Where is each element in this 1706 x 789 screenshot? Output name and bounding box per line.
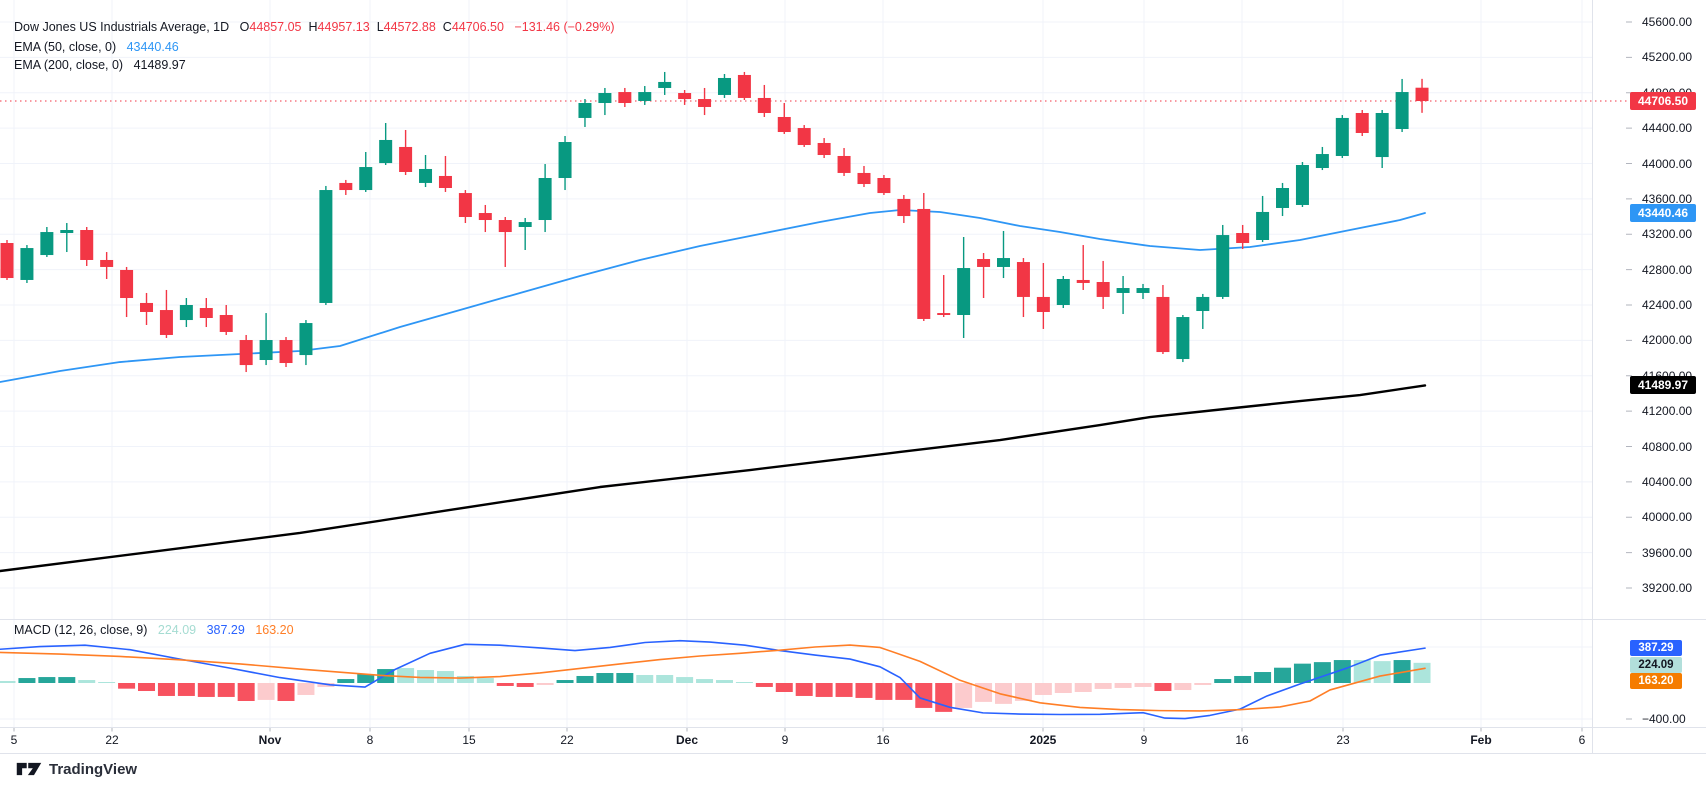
price-axis-label: 41200.00 <box>1642 404 1693 419</box>
ohlc-key: H <box>308 20 318 34</box>
last-price-tag: 44706.50 <box>1630 92 1696 111</box>
price-axis-label: 42000.00 <box>1642 333 1693 348</box>
price-axis-label: 39600.00 <box>1642 545 1693 560</box>
ohlc-key: O <box>239 20 250 34</box>
time-axis-label: Feb <box>1470 733 1492 747</box>
macd-signal-value: 163.20 <box>255 623 294 637</box>
price-axis-label: 42400.00 <box>1642 298 1693 312</box>
ema50-legend-row[interactable]: EMA (50, close, 0) 43440.46 <box>14 40 179 54</box>
time-axis-label: 22 <box>560 733 574 747</box>
time-axis-label: 8 <box>366 733 374 747</box>
ema200-value: 41489.97 <box>133 58 186 72</box>
ohlc-key: L <box>376 20 384 34</box>
ema200-legend-row[interactable]: EMA (200, close, 0) 41489.97 <box>14 58 186 72</box>
ohlc-value: 44957.13 <box>317 20 370 34</box>
symbol-legend-row[interactable]: Dow Jones US Industrials Average, 1D O44… <box>14 20 615 34</box>
time-axis-label: Nov <box>258 733 282 747</box>
ohlc-values: O44857.05 H44957.13 L44572.88 C44706.50 <box>240 20 511 34</box>
macd-signal-tag: 163.20 <box>1630 673 1682 690</box>
price-axis-label: 45600.00 <box>1642 15 1693 29</box>
ema200-label: EMA (200, close, 0) <box>14 58 124 72</box>
time-axis-label: 5 <box>10 733 18 747</box>
tradingview-logo[interactable]: TradingView <box>16 760 137 778</box>
price-axis-label: 42800.00 <box>1642 262 1693 277</box>
macd-legend-row[interactable]: MACD (12, 26, close, 9) 224.09 387.29 16… <box>14 623 294 637</box>
price-axis-label: 40800.00 <box>1642 439 1693 454</box>
ohlc-value: 44857.05 <box>249 20 302 34</box>
price-axis-label: 44400.00 <box>1642 121 1693 136</box>
change-value: −131.46 (−0.29%) <box>514 20 615 34</box>
price-axis-label: 40400.00 <box>1642 474 1693 489</box>
time-axis-label: 23 <box>1336 733 1350 747</box>
macd-hist-value: 224.09 <box>157 623 197 637</box>
time-axis-label: 16 <box>876 733 890 747</box>
price-axis-label: 44000.00 <box>1642 156 1693 171</box>
price-axis-label: 43600.00 <box>1642 191 1693 206</box>
tradingview-wordmark: TradingView <box>49 760 138 778</box>
symbol-title[interactable]: Dow Jones US Industrials Average, 1D <box>14 20 230 34</box>
time-axis-label: 6 <box>1578 733 1586 747</box>
time-axis-label: 9 <box>781 733 789 747</box>
macd-label: MACD (12, 26, close, 9) <box>14 623 148 637</box>
macd-line-tag: 387.29 <box>1630 640 1682 657</box>
price-axis-label: 45200.00 <box>1642 50 1693 65</box>
macd-hist-tag: 224.09 <box>1630 656 1682 673</box>
ema50-price-tag: 43440.46 <box>1630 203 1696 222</box>
macd-line-value: 387.29 <box>206 623 245 637</box>
time-axis-label: 22 <box>105 733 119 747</box>
price-axis-label: 40000.00 <box>1642 510 1693 525</box>
ema50-value: 43440.46 <box>126 40 179 54</box>
ohlc-value: 44572.88 <box>383 20 436 34</box>
ohlc-value: 44706.50 <box>451 20 504 34</box>
ema200-price-tag: 41489.97 <box>1630 376 1696 395</box>
time-axis-label: 9 <box>1140 733 1148 747</box>
ema50-label: EMA (50, close, 0) <box>14 40 117 54</box>
time-axis-label: 15 <box>462 733 476 747</box>
macd-axis-label: −400.00 <box>1642 712 1686 726</box>
time-axis-label: Dec <box>675 733 698 747</box>
ohlc-key: C <box>442 20 452 34</box>
time-axis-label: 16 <box>1235 733 1249 747</box>
price-axis-label: 39200.00 <box>1642 581 1693 595</box>
time-axis-label: 2025 <box>1029 733 1057 747</box>
tradingview-mark-icon <box>16 762 42 776</box>
price-axis-label: 43200.00 <box>1642 227 1693 242</box>
